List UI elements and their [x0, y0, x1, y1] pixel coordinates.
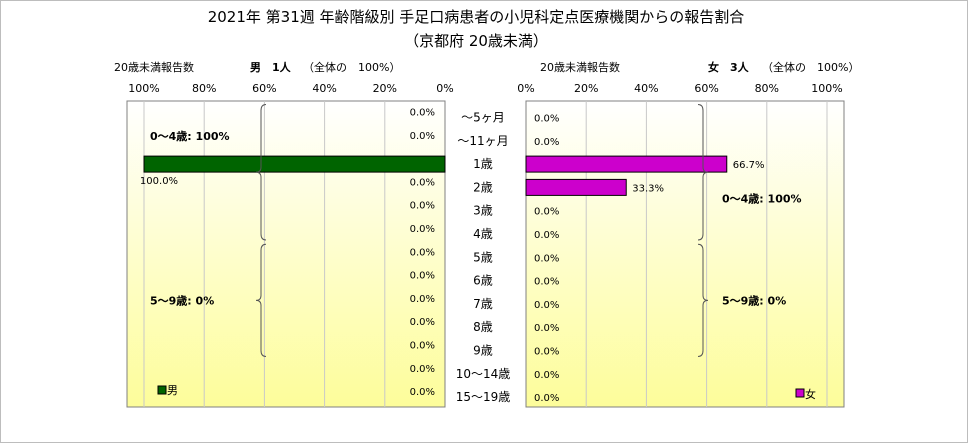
left-tick-label: 0% — [436, 82, 453, 95]
left-tick-label: 80% — [192, 82, 216, 95]
female-value-label: 66.7% — [733, 160, 765, 171]
legend-female-swatch — [795, 388, 805, 398]
male-value-label: 0.0% — [410, 247, 435, 258]
legend-female-label: 女 — [805, 387, 816, 401]
right-tick-label: 100% — [811, 82, 842, 95]
right-group-brace — [697, 104, 709, 241]
category-label: 1歳 — [473, 157, 493, 171]
chart-title: 2021年 第31週 年齢階級別 手足口病患者の小児科定点医療機関からの報告割合 — [208, 8, 745, 26]
right-tick-label: 60% — [694, 82, 718, 95]
left-tick-label: 100% — [128, 82, 159, 95]
category-label: 10～14歳 — [456, 367, 511, 381]
left-group-brace — [255, 104, 267, 241]
category-label: 4歳 — [473, 227, 493, 241]
female-value-label: 0.0% — [534, 393, 559, 404]
left-header-count: 男 1人 — [250, 60, 292, 74]
male-bar — [143, 155, 446, 173]
left-group-brace — [255, 243, 267, 357]
category-label: 8歳 — [473, 320, 493, 334]
left-group-label: 0～4歳: 100% — [150, 129, 230, 143]
left-tick-label: 60% — [252, 82, 276, 95]
category-label: 9歳 — [473, 344, 493, 358]
male-value-label: 0.0% — [410, 387, 435, 398]
male-value-label: 0.0% — [410, 224, 435, 235]
right-header-prefix: 20歳未満報告数 — [540, 61, 620, 74]
male-value-label: 0.0% — [410, 108, 435, 119]
right-tick-label: 20% — [574, 82, 598, 95]
male-value-label: 100.0% — [140, 176, 178, 187]
category-label: 15～19歳 — [456, 390, 511, 404]
female-value-label: 0.0% — [534, 114, 559, 125]
right-group-label: 0～4歳: 100% — [722, 191, 802, 205]
male-value-label: 0.0% — [410, 201, 435, 212]
category-label: 7歳 — [473, 297, 493, 311]
category-label: 2歳 — [473, 180, 493, 194]
chart-subtitle: （京都府 20歳未満） — [404, 32, 548, 50]
left-tick-label: 40% — [312, 82, 336, 95]
right-tick-label: 40% — [634, 82, 658, 95]
category-label: ～5ヶ月 — [461, 111, 505, 125]
category-label: 6歳 — [473, 274, 493, 288]
left-header-suffix: （全体の 100%） — [303, 60, 400, 74]
legend-male-swatch — [157, 385, 167, 395]
female-bar — [525, 155, 728, 173]
male-value-label: 0.0% — [410, 341, 435, 352]
right-group-brace — [697, 243, 709, 357]
right-group-label: 5～9歳: 0% — [722, 293, 786, 307]
male-value-label: 0.0% — [410, 317, 435, 328]
male-value-label: 0.0% — [410, 271, 435, 282]
category-label: 3歳 — [473, 204, 493, 218]
female-value-label: 0.0% — [534, 207, 559, 218]
right-plot-area — [525, 100, 845, 408]
female-bar — [525, 178, 627, 196]
female-value-label: 0.0% — [534, 137, 559, 148]
male-value-label: 0.0% — [410, 364, 435, 375]
right-tick-label: 80% — [755, 82, 779, 95]
female-value-label: 33.3% — [632, 183, 664, 194]
category-label: 5歳 — [473, 250, 493, 264]
right-header-suffix: （全体の 100%） — [762, 60, 859, 74]
left-header-prefix: 20歳未満報告数 — [114, 61, 194, 74]
male-value-label: 0.0% — [410, 177, 435, 188]
left-group-label: 5～9歳: 0% — [150, 293, 214, 307]
male-value-label: 0.0% — [410, 294, 435, 305]
legend-male-label: 男 — [167, 384, 178, 397]
male-value-label: 0.0% — [410, 131, 435, 142]
left-plot-area — [126, 100, 446, 408]
left-tick-label: 20% — [373, 82, 397, 95]
female-value-label: 0.0% — [534, 323, 559, 334]
female-value-label: 0.0% — [534, 253, 559, 264]
female-value-label: 0.0% — [534, 300, 559, 311]
female-value-label: 0.0% — [534, 347, 559, 358]
right-tick-label: 0% — [517, 82, 534, 95]
female-value-label: 0.0% — [534, 370, 559, 381]
female-value-label: 0.0% — [534, 277, 559, 288]
right-header-count: 女 3人 — [708, 60, 750, 74]
female-value-label: 0.0% — [534, 230, 559, 241]
category-label: ～11ヶ月 — [457, 134, 508, 148]
